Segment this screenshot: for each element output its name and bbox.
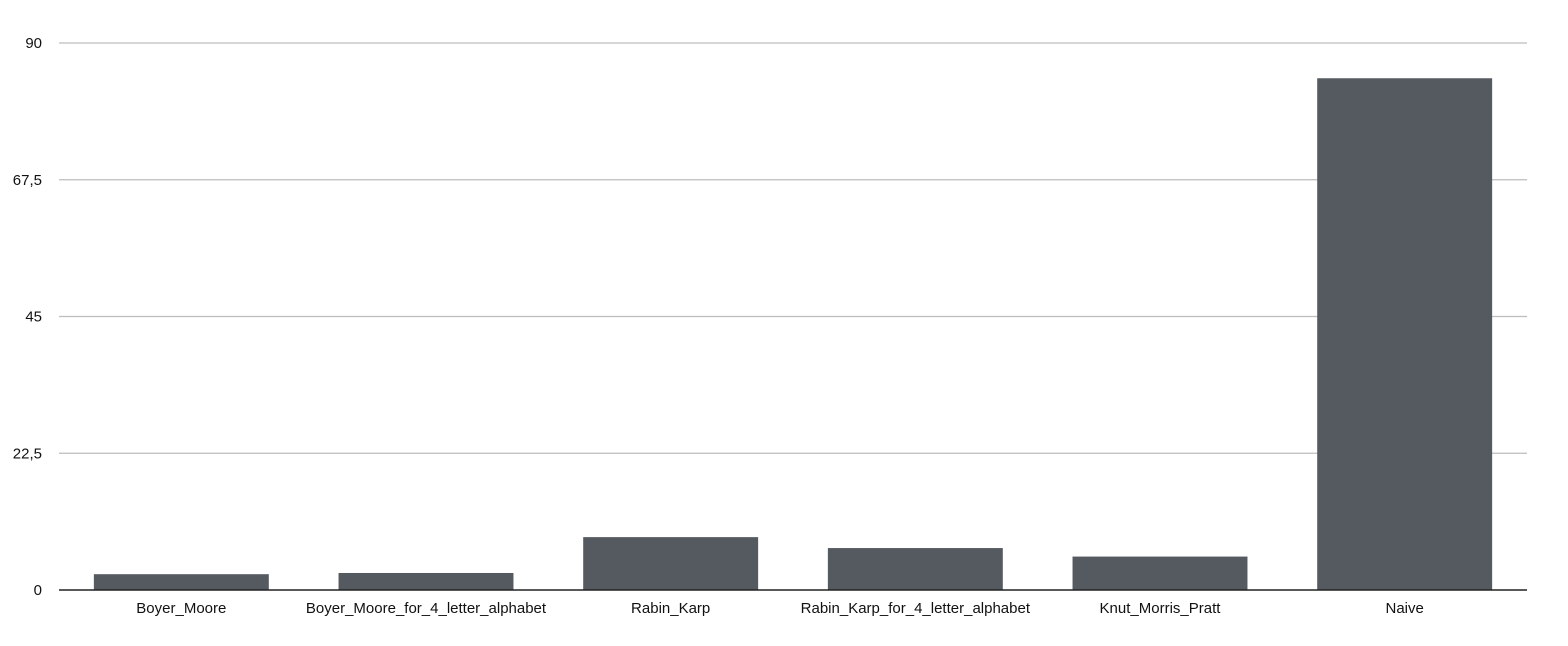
x-axis-category-labels: Boyer_Moore Boyer_Moore_for_4_letter_alph…: [136, 600, 1424, 617]
y-axis-tick-labels: 0 22,5 45 67,5 90: [13, 35, 42, 599]
y-tick-label: 0: [34, 582, 42, 599]
bar-series: [93, 78, 1493, 591]
bar: [93, 574, 269, 590]
bar: [827, 548, 1003, 590]
x-category-label: Rabin_Karp_for_4_letter_alphabet: [801, 600, 1031, 617]
y-tick-label: 67,5: [13, 172, 42, 189]
bar: [338, 572, 514, 590]
bar: [583, 537, 759, 590]
x-category-label: Boyer_Moore: [136, 600, 226, 617]
x-category-label: Knut_Morris_Pratt: [1100, 600, 1222, 617]
y-gridlines: [59, 42, 1527, 454]
x-category-label: Naive: [1385, 600, 1423, 617]
y-tick-label: 45: [25, 309, 42, 326]
bar: [1072, 556, 1248, 590]
y-tick-label: 90: [25, 35, 42, 52]
bar: [1317, 78, 1493, 591]
x-category-label: Boyer_Moore_for_4_letter_alphabet: [306, 600, 547, 617]
x-category-label: Rabin_Karp: [631, 600, 710, 617]
y-tick-label: 22,5: [13, 445, 42, 462]
